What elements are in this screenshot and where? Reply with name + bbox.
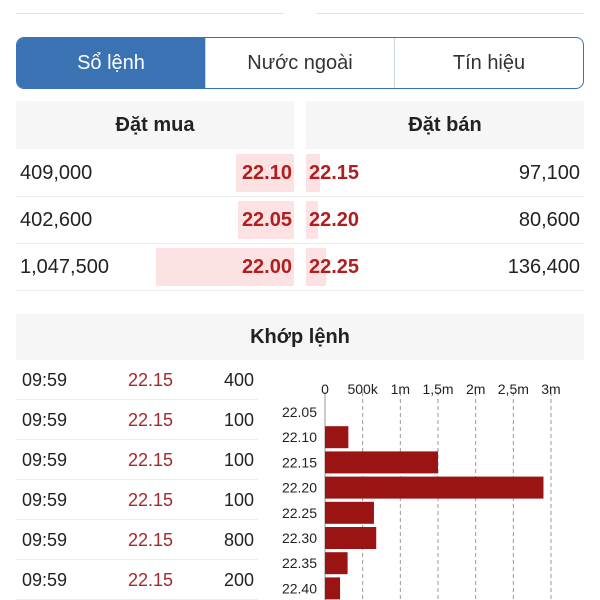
trade-time: 09:59 <box>22 490 68 510</box>
sell-price[interactable]: 22.20 <box>309 209 360 231</box>
x-tick-label: 2m <box>466 381 485 397</box>
buy-price[interactable]: 22.00 <box>241 256 292 278</box>
y-tick-label: 22.35 <box>282 555 317 571</box>
trade-time: 09:59 <box>22 450 68 470</box>
matched-trades-list: 09:59 22.15 400 09:59 22.15 100 09:59 22… <box>16 360 258 600</box>
volume-bar <box>325 501 374 524</box>
y-tick-label: 22.30 <box>282 530 317 546</box>
orderbook-row: 402,600 22.05 22.20 80,600 <box>16 197 584 244</box>
trade-price: 22.15 <box>128 450 174 470</box>
y-tick-label: 22.25 <box>282 505 317 521</box>
trade-time: 09:59 <box>22 410 68 430</box>
y-tick-label: 22.05 <box>282 404 317 420</box>
sell-volume: 97,100 <box>518 162 580 184</box>
sell-orders-header: Đặt bán <box>306 101 584 149</box>
divider <box>316 13 584 14</box>
trade-volume: 100 <box>223 490 254 510</box>
trade-row: 09:59 22.15 100 <box>16 440 258 480</box>
buy-volume: 409,000 <box>20 162 93 184</box>
trade-row: 09:59 22.15 400 <box>16 360 258 400</box>
trade-price: 22.15 <box>128 570 174 590</box>
volume-bar <box>325 527 377 549</box>
trade-row: 09:59 22.15 100 <box>16 480 258 520</box>
trade-volume: 400 <box>223 370 254 390</box>
buy-volume-bar <box>238 201 294 239</box>
volume-bar <box>325 552 348 575</box>
volume-bar <box>325 577 341 600</box>
orderbook-row: 409,000 22.10 22.15 97,100 <box>16 150 584 197</box>
x-tick-label: 500k <box>347 381 378 397</box>
x-tick-label: 1,5m <box>422 381 453 397</box>
buy-price[interactable]: 22.05 <box>241 209 292 231</box>
tab-foreign[interactable]: Nước ngoài <box>205 38 394 88</box>
previous-section-edge <box>16 0 584 14</box>
tab-bar: Sổ lệnh Nước ngoài Tín hiệu <box>16 37 584 89</box>
buy-price[interactable]: 22.10 <box>241 162 292 184</box>
trade-row: 09:59 22.15 800 <box>16 520 258 560</box>
buy-volume: 1,047,500 <box>20 256 109 278</box>
sell-volume-bar <box>306 154 320 192</box>
trade-volume: 100 <box>223 410 254 430</box>
price-volume-chart: 0 500k 1m 1,5m 2m 2,5m 3m 22.05 22.10 22.15 22.20 2… <box>282 381 561 600</box>
sell-price[interactable]: 22.15 <box>309 162 360 184</box>
orderbook-row: 1,047,500 22.00 22.25 136,400 <box>16 244 584 291</box>
sell-volume: 80,600 <box>518 209 580 231</box>
y-tick-label: 22.15 <box>282 454 317 470</box>
divider <box>16 13 284 14</box>
tab-signals[interactable]: Tín hiệu <box>394 38 583 88</box>
volume-bar <box>325 426 349 449</box>
trade-price: 22.15 <box>128 490 174 510</box>
x-tick-label: 1m <box>391 381 410 397</box>
trade-volume: 200 <box>223 570 254 590</box>
matched-orders-header: Khớp lệnh <box>16 314 584 360</box>
trade-time: 09:59 <box>22 370 68 390</box>
trade-time: 09:59 <box>22 570 68 590</box>
y-tick-label: 22.10 <box>282 429 317 445</box>
trade-price: 22.15 <box>128 530 174 550</box>
trade-volume: 100 <box>223 450 254 470</box>
trade-row: 09:59 22.15 200 <box>16 560 258 600</box>
y-tick-label: 22.40 <box>282 580 317 596</box>
tab-order-book[interactable]: Sổ lệnh <box>17 38 205 88</box>
buy-volume-bar <box>156 248 294 286</box>
buy-volume-bar <box>236 154 294 192</box>
x-tick-label: 2,5m <box>498 381 529 397</box>
trade-volume: 800 <box>223 530 254 550</box>
x-tick-label: 0 <box>321 381 329 397</box>
buy-volume: 402,600 <box>20 209 93 231</box>
trade-row: 09:59 22.15 100 <box>16 400 258 440</box>
sell-volume-bar <box>306 201 318 239</box>
trade-price: 22.15 <box>128 370 174 390</box>
volume-bar <box>325 451 438 474</box>
x-tick-label: 3m <box>541 381 560 397</box>
buy-orders-header: Đặt mua <box>16 101 294 149</box>
sell-price[interactable]: 22.25 <box>309 256 360 278</box>
volume-bar <box>325 476 544 499</box>
sell-volume-bar <box>306 248 326 286</box>
y-tick-label: 22.20 <box>282 480 317 496</box>
trade-price: 22.15 <box>128 410 174 430</box>
trade-time: 09:59 <box>22 530 68 550</box>
sell-volume: 136,400 <box>507 256 580 278</box>
